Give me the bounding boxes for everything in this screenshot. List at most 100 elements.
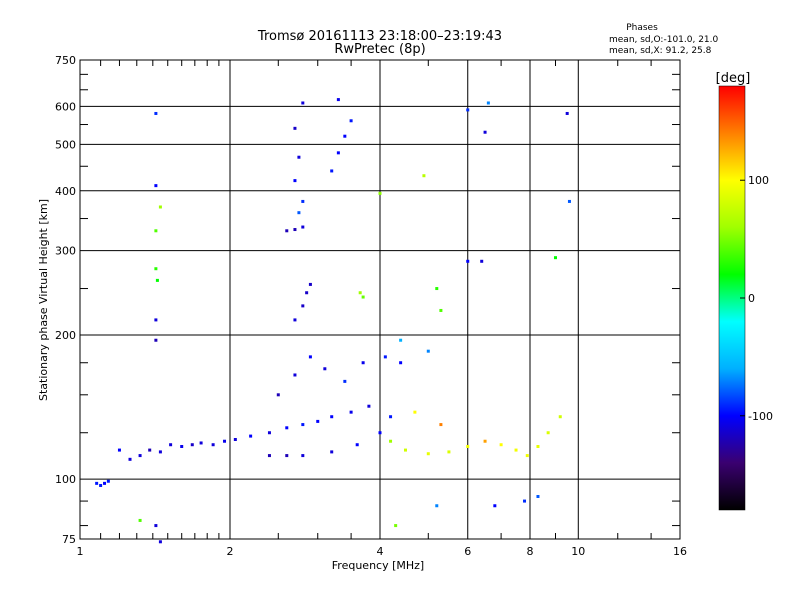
data-point [301, 454, 305, 458]
data-point [293, 318, 297, 322]
data-point [553, 256, 557, 260]
data-point [499, 443, 503, 447]
colorbar-tick-label: 0 [748, 292, 755, 305]
data-point [343, 379, 347, 383]
data-point [308, 282, 312, 286]
y-tick-label: 200 [55, 329, 76, 342]
data-point [483, 439, 487, 443]
colorbar-ticks: 100 0 -100 [740, 174, 773, 423]
data-point [378, 431, 382, 435]
data-point [293, 228, 297, 232]
data-point [305, 291, 309, 295]
data-point [95, 481, 99, 485]
grid-lines [80, 60, 680, 539]
data-point [154, 524, 158, 528]
data-point [330, 415, 334, 419]
data-point [426, 452, 430, 456]
data-point [523, 499, 527, 503]
data-point [367, 404, 371, 408]
data-point [301, 423, 305, 427]
data-point [285, 454, 289, 458]
y-tick-label: 100 [55, 473, 76, 486]
data-point [466, 444, 470, 448]
data-point [154, 338, 158, 342]
data-point [536, 494, 540, 498]
data-point [323, 367, 327, 371]
colorbar-tick-label: 100 [748, 174, 769, 187]
data-point [233, 438, 237, 442]
data-point [293, 179, 297, 183]
data-point [399, 338, 403, 342]
data-point [267, 454, 271, 458]
data-point [422, 174, 426, 178]
colorbar-label: [deg] [716, 71, 751, 86]
data-point [413, 410, 417, 414]
data-point [355, 443, 359, 447]
data-point [565, 111, 569, 115]
data-point [285, 426, 289, 430]
data-point [389, 415, 393, 419]
data-point [426, 349, 430, 353]
data-point [285, 229, 289, 233]
x-tick-label: 2 [227, 545, 234, 558]
y-tick-label: 500 [55, 138, 76, 151]
data-point [223, 439, 227, 443]
data-point [403, 448, 407, 452]
data-point [358, 291, 362, 295]
data-point [301, 101, 305, 105]
data-point [148, 448, 152, 452]
data-point [158, 540, 162, 544]
data-point [154, 318, 158, 322]
data-point [308, 355, 312, 359]
data-point [336, 151, 340, 155]
data-point [180, 444, 184, 448]
data-point [154, 184, 158, 188]
plot-frame [79, 59, 681, 540]
data-point [158, 205, 162, 209]
x-tick-label: 4 [377, 545, 384, 558]
data-point [276, 393, 280, 397]
data-point [316, 419, 320, 423]
data-point [301, 304, 305, 308]
data-point [199, 441, 203, 445]
data-point [483, 130, 487, 134]
x-tick-label: 6 [464, 545, 471, 558]
x-tick-labels: 1 2 4 6 8 10 16 [77, 545, 688, 558]
data-point [466, 259, 470, 263]
data-point [435, 504, 439, 508]
data-point [525, 454, 529, 458]
data-point [154, 267, 158, 271]
y-tick-label: 400 [55, 185, 76, 198]
data-point [330, 450, 334, 454]
y-tick-label: 75 [62, 533, 76, 546]
data-point [301, 199, 305, 203]
data-point [435, 287, 439, 291]
data-point [267, 431, 271, 435]
phases-legend-o: mean, sd,O:-101.0, 21.0 [609, 35, 719, 45]
data-point [211, 443, 215, 447]
phases-legend-heading: Phases [626, 23, 658, 33]
data-point [439, 308, 443, 312]
data-point [343, 134, 347, 138]
data-point [567, 199, 571, 203]
data-point [349, 119, 353, 123]
data-point [138, 454, 142, 458]
data-point [361, 361, 365, 365]
data-point [138, 518, 142, 522]
data-point [293, 126, 297, 130]
data-point [514, 448, 518, 452]
data-point [378, 191, 382, 195]
data-point [169, 443, 173, 447]
axis-ticks [80, 60, 680, 539]
data-point [155, 278, 159, 282]
data-point [297, 155, 301, 159]
data-point [349, 410, 353, 414]
data-points [95, 98, 571, 544]
x-tick-label: 8 [527, 545, 534, 558]
data-point [447, 450, 451, 454]
data-point [99, 483, 103, 487]
data-point [249, 434, 253, 438]
y-tick-labels: 75 100 200 300 400 500 600 750 [55, 54, 76, 546]
chart-title: Tromsø 20161113 23:18:00–23:19:43 [257, 29, 502, 44]
